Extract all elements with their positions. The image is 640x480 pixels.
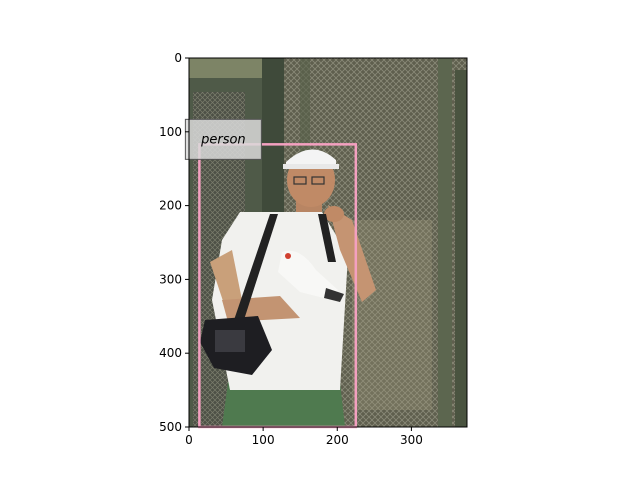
detection-label: person (200, 132, 246, 147)
y-tick-label: 0 (174, 51, 182, 65)
detection-person: person (184, 118, 358, 429)
label-background (184, 118, 262, 160)
axes-frame (188, 57, 468, 428)
x-tick-label: 100 (252, 433, 275, 447)
y-tick-label: 100 (159, 125, 182, 139)
y-tick-label: 400 (159, 346, 182, 360)
x-tick-label: 300 (400, 433, 423, 447)
y-axis: 0 100 200 300 400 500 (159, 51, 189, 434)
y-tick-label: 200 (159, 199, 182, 213)
y-tick-label: 500 (159, 420, 182, 434)
x-axis: 0 100 200 300 (185, 427, 423, 447)
y-tick-label: 300 (159, 272, 182, 286)
photo-image (189, 58, 467, 427)
x-tick-label: 0 (185, 433, 193, 447)
x-tick-label: 200 (326, 433, 349, 447)
